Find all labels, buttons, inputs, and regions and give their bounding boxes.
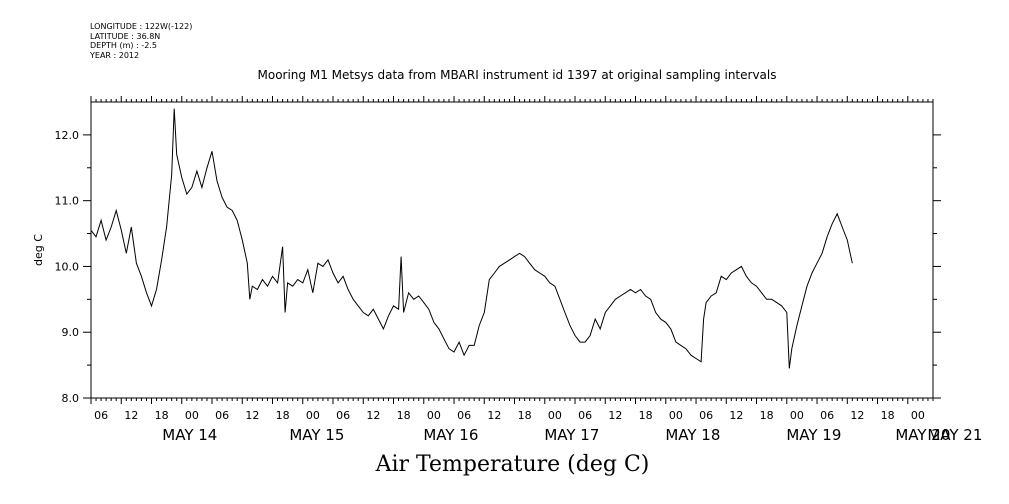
x-hour-label: 18 [881,409,895,422]
x-hour-label: 06 [578,409,592,422]
x-hour-label: 12 [850,409,864,422]
x-hour-label: 18 [518,409,532,422]
plot-frame [90,101,934,399]
latitude-text: LATITUDE : 36.8N [90,31,161,41]
y-tick-label: 10.0 [55,260,80,273]
x-hour-label: 18 [155,409,169,422]
x-hour-label: 00 [790,409,804,422]
series-line [90,108,853,369]
y-tick-label: 9.0 [62,326,80,339]
x-hour-label: 00 [911,409,925,422]
x-hour-label: 00 [548,409,562,422]
y-axis-label: deg C [32,234,45,266]
x-hour-label: 18 [397,409,411,422]
x-tick-labels: 06 12 18 00 06 12 18 00 06 12 18 00 06 12 18 00 06 12 18 00… [94,409,982,444]
y-tick-label: 8.0 [62,392,80,405]
x-day-label: MAY 18 [665,426,720,444]
x-hour-label: 18 [760,409,774,422]
x-hour-label: 12 [245,409,259,422]
x-axis-title: Air Temperature (deg C) [375,452,650,477]
x-hour-label: 12 [124,409,138,422]
x-hour-label: 12 [729,409,743,422]
x-hour-label: 12 [487,409,501,422]
y-tick-labels: 8.0 9.0 10.0 11.0 12.0 [55,129,80,405]
x-hour-label: 12 [366,409,380,422]
x-hour-label: 06 [699,409,713,422]
x-hour-label: 00 [185,409,199,422]
x-day-label: MAY 20 [895,426,950,444]
x-hour-label: 00 [306,409,320,422]
x-hour-label: 06 [215,409,229,422]
x-day-label: MAY 17 [544,426,599,444]
x-hour-label: 06 [457,409,471,422]
y-tick-label: 11.0 [55,195,80,208]
x-day-label: MAY 16 [423,426,478,444]
x-hour-label: 18 [276,409,290,422]
x-day-label: MAY 21 [927,426,982,444]
metadata-block: LONGITUDE : 122W(-122) LATITUDE : 36.8N … [90,22,192,60]
x-day-label: MAY 19 [786,426,841,444]
y-tick-label: 12.0 [55,129,80,142]
longitude-text: LONGITUDE : 122W(-122) [90,22,193,31]
x-hour-label: 06 [94,409,108,422]
x-hour-label: 06 [820,409,834,422]
x-hour-label: 06 [336,409,350,422]
x-hour-label: 00 [669,409,683,422]
year-text: YEAR : 2012 [90,50,140,60]
depth-text: DEPTH (m) : -2.5 [90,41,157,50]
axis-ticks [83,96,941,404]
x-hour-label: 18 [639,409,653,422]
x-day-label: MAY 14 [162,426,217,444]
x-hour-label: 12 [608,409,622,422]
chart-title: Mooring M1 Metsys data from MBARI instru… [257,68,777,82]
x-day-label: MAY 15 [289,426,344,444]
x-hour-label: 00 [427,409,441,422]
